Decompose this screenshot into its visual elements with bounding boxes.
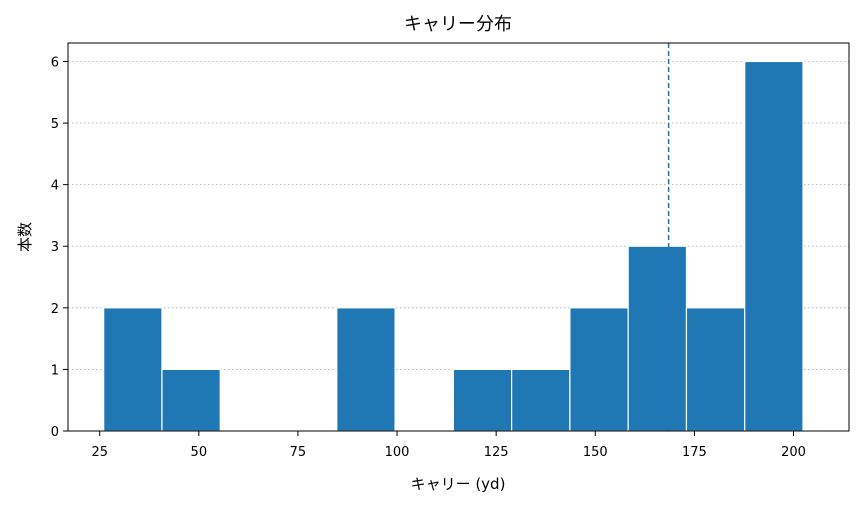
y-tick-label: 6 — [51, 55, 59, 70]
x-axis-label: キャリー (yd) — [411, 475, 506, 493]
histogram-bar — [161, 368, 221, 432]
x-tick-label: 25 — [91, 445, 108, 460]
histogram-bar — [627, 245, 688, 432]
histogram-bar — [685, 307, 746, 432]
histogram-bar — [744, 60, 804, 432]
histogram-bars — [103, 60, 804, 432]
y-axis-ticks: 0 1 2 3 4 5 6 — [51, 55, 68, 440]
x-tick-label: 50 — [191, 445, 208, 460]
x-tick-label: 150 — [583, 445, 608, 460]
histogram-bar — [103, 307, 163, 432]
histogram-bar — [452, 368, 513, 432]
y-tick-label: 1 — [51, 363, 59, 378]
y-tick-label: 0 — [51, 425, 59, 440]
y-axis-label: 本数 — [16, 222, 34, 252]
x-tick-label: 125 — [484, 445, 509, 460]
x-tick-label: 175 — [682, 445, 707, 460]
histogram-bar — [336, 307, 396, 432]
x-tick-label: 200 — [781, 445, 806, 460]
y-tick-label: 3 — [51, 240, 59, 255]
x-tick-label: 75 — [290, 445, 307, 460]
histogram-bar — [569, 307, 629, 432]
y-tick-label: 5 — [51, 117, 59, 132]
x-tick-label: 100 — [385, 445, 410, 460]
histogram-bar — [511, 368, 571, 432]
y-tick-label: 4 — [51, 179, 59, 194]
chart-title: キャリー分布 — [404, 14, 512, 35]
plot-frame — [67, 42, 850, 432]
x-axis-ticks: 25 50 75 100 125 150 175 200 — [91, 431, 806, 460]
y-tick-label: 2 — [51, 302, 59, 317]
